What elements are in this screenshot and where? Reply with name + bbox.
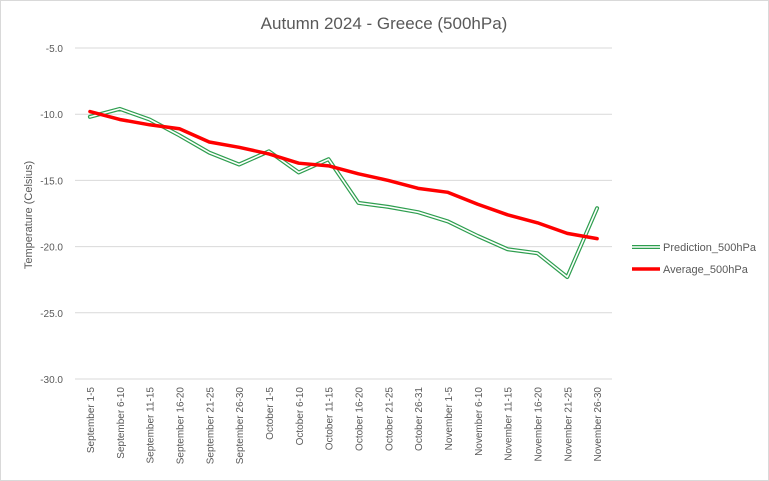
x-tick-label: September 11-15 bbox=[146, 387, 157, 464]
y-tick-label: -30.0 bbox=[40, 375, 63, 386]
legend-label: Average_500hPa bbox=[663, 264, 749, 276]
x-tick-label: October 1-5 bbox=[265, 387, 276, 440]
x-tick-label: October 16-20 bbox=[354, 387, 365, 451]
y-tick-label: -5.0 bbox=[46, 44, 64, 55]
x-tick-label: September 6-10 bbox=[116, 387, 127, 459]
y-axis-label: Temperature (Celsius) bbox=[23, 161, 35, 269]
y-tick-label: -20.0 bbox=[40, 243, 63, 254]
x-tick-label: September 16-20 bbox=[175, 387, 186, 465]
x-tick-label: November 6-10 bbox=[474, 387, 485, 456]
y-tick-label: -25.0 bbox=[40, 309, 63, 320]
x-tick-label: September 1-5 bbox=[86, 387, 97, 454]
series-line-prediction-inner bbox=[89, 108, 598, 278]
x-tick-label: November 16-20 bbox=[533, 387, 544, 462]
legend-label: Prediction_500hPa bbox=[663, 242, 757, 254]
chart-title: Autumn 2024 - Greece (500hPa) bbox=[261, 14, 508, 33]
x-tick-label: October 26-31 bbox=[414, 387, 425, 451]
series-line-average bbox=[88, 109, 599, 241]
y-tick-label: -10.0 bbox=[40, 110, 63, 121]
x-tick-label: November 26-30 bbox=[593, 387, 604, 462]
x-tick-label: October 11-15 bbox=[325, 387, 336, 451]
x-tick-label: October 6-10 bbox=[295, 387, 306, 446]
x-tick-label: November 11-15 bbox=[504, 387, 515, 461]
y-tick-label: -15.0 bbox=[40, 176, 63, 187]
x-tick-label: November 1-5 bbox=[444, 387, 455, 451]
x-tick-label: November 21-25 bbox=[563, 387, 574, 462]
x-tick-label: October 21-25 bbox=[384, 387, 395, 451]
x-tick-label: September 21-25 bbox=[205, 387, 216, 465]
x-tick-label: September 26-30 bbox=[235, 387, 246, 465]
